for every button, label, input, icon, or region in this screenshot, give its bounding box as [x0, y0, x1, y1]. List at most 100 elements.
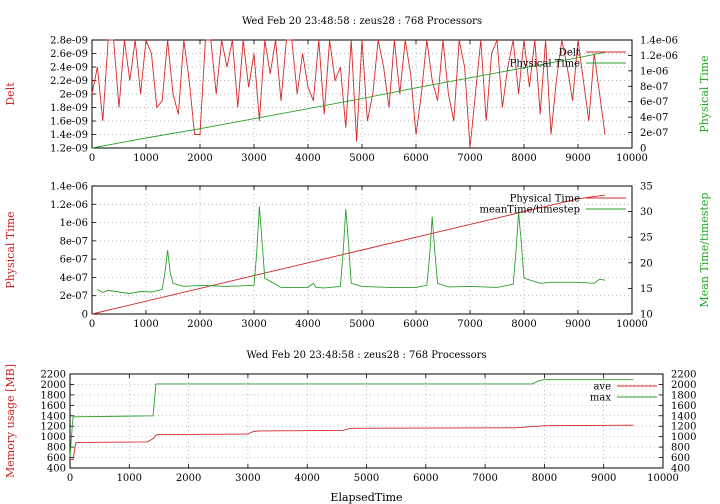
y-tick-label: 400: [47, 464, 66, 475]
x-tick-label: 1000: [133, 319, 158, 330]
y-axis-label: Memory usage [MB]: [4, 364, 17, 478]
x-tick-label: 7000: [457, 153, 482, 164]
y2-tick-label: 20: [640, 258, 653, 269]
y2-tick-label: 2e-07: [640, 128, 668, 139]
y-tick-label: 2.2e-09: [50, 76, 88, 87]
y2-tick-label: 2000: [671, 380, 696, 391]
chart-2: 0 1000 2000 3000 4000 5000 6000 7000 8000 9000 100…: [4, 182, 711, 331]
y2-tick-label: 1.4e-06: [640, 36, 678, 47]
x-tick-label: 0: [89, 319, 95, 330]
y2-tick-label: 1600: [671, 401, 696, 412]
chart-1: Wed Feb 20 23:48:58 : zeus28 : 768 Proce…: [4, 16, 711, 164]
x-tick-label: 6000: [413, 473, 438, 484]
y2-tick-label: 15: [640, 284, 653, 295]
y2-tick-label: 2200: [671, 370, 696, 381]
y2-tick-label: 1e-06: [640, 66, 668, 77]
plot-frame: [69, 373, 664, 469]
x-axis-label: ElapsedTime: [330, 491, 402, 504]
y-tick-label: 6e-07: [60, 255, 88, 266]
y2-tick-label: 35: [640, 182, 653, 193]
chart-title: Wed Feb 20 23:48:58 : zeus28 : 768 Proce…: [246, 350, 486, 361]
y-tick-label: 2000: [41, 380, 66, 391]
y2-tick-label: 6e-07: [640, 97, 668, 108]
y-tick-label: 1.4e-06: [50, 182, 88, 193]
y-tick-label: 1.2e-09: [50, 144, 88, 155]
x-tick-label: 4000: [295, 153, 320, 164]
x-tick-label: 0: [67, 473, 73, 484]
y-tick-label: 2e-09: [60, 90, 88, 101]
y-tick-label: 2.4e-09: [50, 63, 88, 74]
chart-3: Wed Feb 20 23:48:58 : zeus28 : 768 Proce…: [4, 350, 696, 504]
legend-label: meanTime/timestep: [479, 205, 580, 216]
x-tick-label: 6000: [403, 153, 428, 164]
x-tick-label: 2000: [187, 153, 212, 164]
y2-tick-label: 30: [640, 207, 653, 218]
y2-tick-label: 25: [640, 233, 653, 244]
x-tick-label: 0: [89, 153, 95, 164]
x-tick-label: 1000: [133, 153, 158, 164]
x-tick-label: 10000: [616, 319, 648, 330]
x-tick-label: 3000: [241, 319, 266, 330]
y2-tick-label: 600: [671, 453, 690, 464]
x-tick-label: 10000: [647, 473, 679, 484]
x-tick-label: 3000: [235, 473, 260, 484]
y-tick-label: 1.6e-09: [50, 117, 88, 128]
y-tick-label: 1.8e-09: [50, 103, 88, 114]
x-tick-label: 7000: [457, 319, 482, 330]
y-axis-label: Physical Time: [4, 211, 17, 288]
x-tick-label: 10000: [616, 153, 648, 164]
y2-axis-label: Mean Time/timestep: [698, 193, 711, 308]
series-line-meantime-timestep: [97, 206, 606, 294]
plot-frame: [91, 185, 633, 315]
y-tick-label: 2200: [41, 370, 66, 381]
x-tick-label: 5000: [349, 319, 374, 330]
series-line-physical-time: [91, 194, 606, 315]
y-axis-label: Delt: [4, 82, 17, 106]
y2-tick-label: 1800: [671, 390, 696, 401]
x-tick-label: 9000: [565, 319, 590, 330]
y2-tick-label: 4e-07: [640, 113, 668, 124]
y2-axis-label: Physical Time: [698, 55, 711, 132]
y-tick-label: 4e-07: [60, 273, 88, 284]
y-tick-label: 600: [47, 453, 66, 464]
x-tick-label: 8000: [532, 473, 557, 484]
x-tick-label: 7000: [472, 473, 497, 484]
series-line-ave: [70, 424, 634, 461]
y2-tick-label: 8e-07: [640, 82, 668, 93]
series-line-physical-time: [91, 51, 606, 149]
y2-tick-label: 1.2e-06: [640, 51, 678, 62]
y-tick-label: 800: [47, 443, 66, 454]
y-tick-label: 2.6e-09: [50, 49, 88, 60]
series-line-delt: [91, 39, 606, 149]
x-tick-label: 8000: [511, 319, 536, 330]
y2-tick-label: 1400: [671, 411, 696, 422]
y-tick-label: 1e-06: [60, 218, 88, 229]
y2-tick-label: 400: [671, 464, 690, 475]
y2-tick-label: 0: [640, 144, 646, 155]
x-tick-label: 6000: [403, 319, 428, 330]
y-tick-label: 1200: [41, 422, 66, 433]
chart-title: Wed Feb 20 23:48:58 : zeus28 : 768 Proce…: [242, 16, 482, 27]
y2-tick-label: 1200: [671, 422, 696, 433]
legend-label: max: [590, 393, 611, 404]
y-tick-label: 1800: [41, 390, 66, 401]
x-tick-label: 5000: [354, 473, 379, 484]
y-tick-label: 2e-07: [60, 291, 88, 302]
legend-label: Physical Time: [510, 59, 580, 70]
x-tick-label: 9000: [565, 153, 590, 164]
legend-label: ave: [593, 382, 611, 393]
x-tick-label: 5000: [349, 153, 374, 164]
y-tick-label: 1000: [41, 432, 66, 443]
series-line-max: [69, 379, 634, 457]
y-tick-label: 0: [82, 310, 88, 321]
y2-tick-label: 1000: [671, 432, 696, 443]
x-tick-label: 3000: [241, 153, 266, 164]
x-tick-label: 8000: [511, 153, 536, 164]
y-tick-label: 1.2e-06: [50, 200, 88, 211]
x-tick-label: 2000: [187, 319, 212, 330]
y2-tick-label: 800: [671, 443, 690, 454]
y-tick-label: 8e-07: [60, 236, 88, 247]
x-tick-label: 4000: [295, 319, 320, 330]
y2-tick-label: 10: [640, 310, 653, 321]
